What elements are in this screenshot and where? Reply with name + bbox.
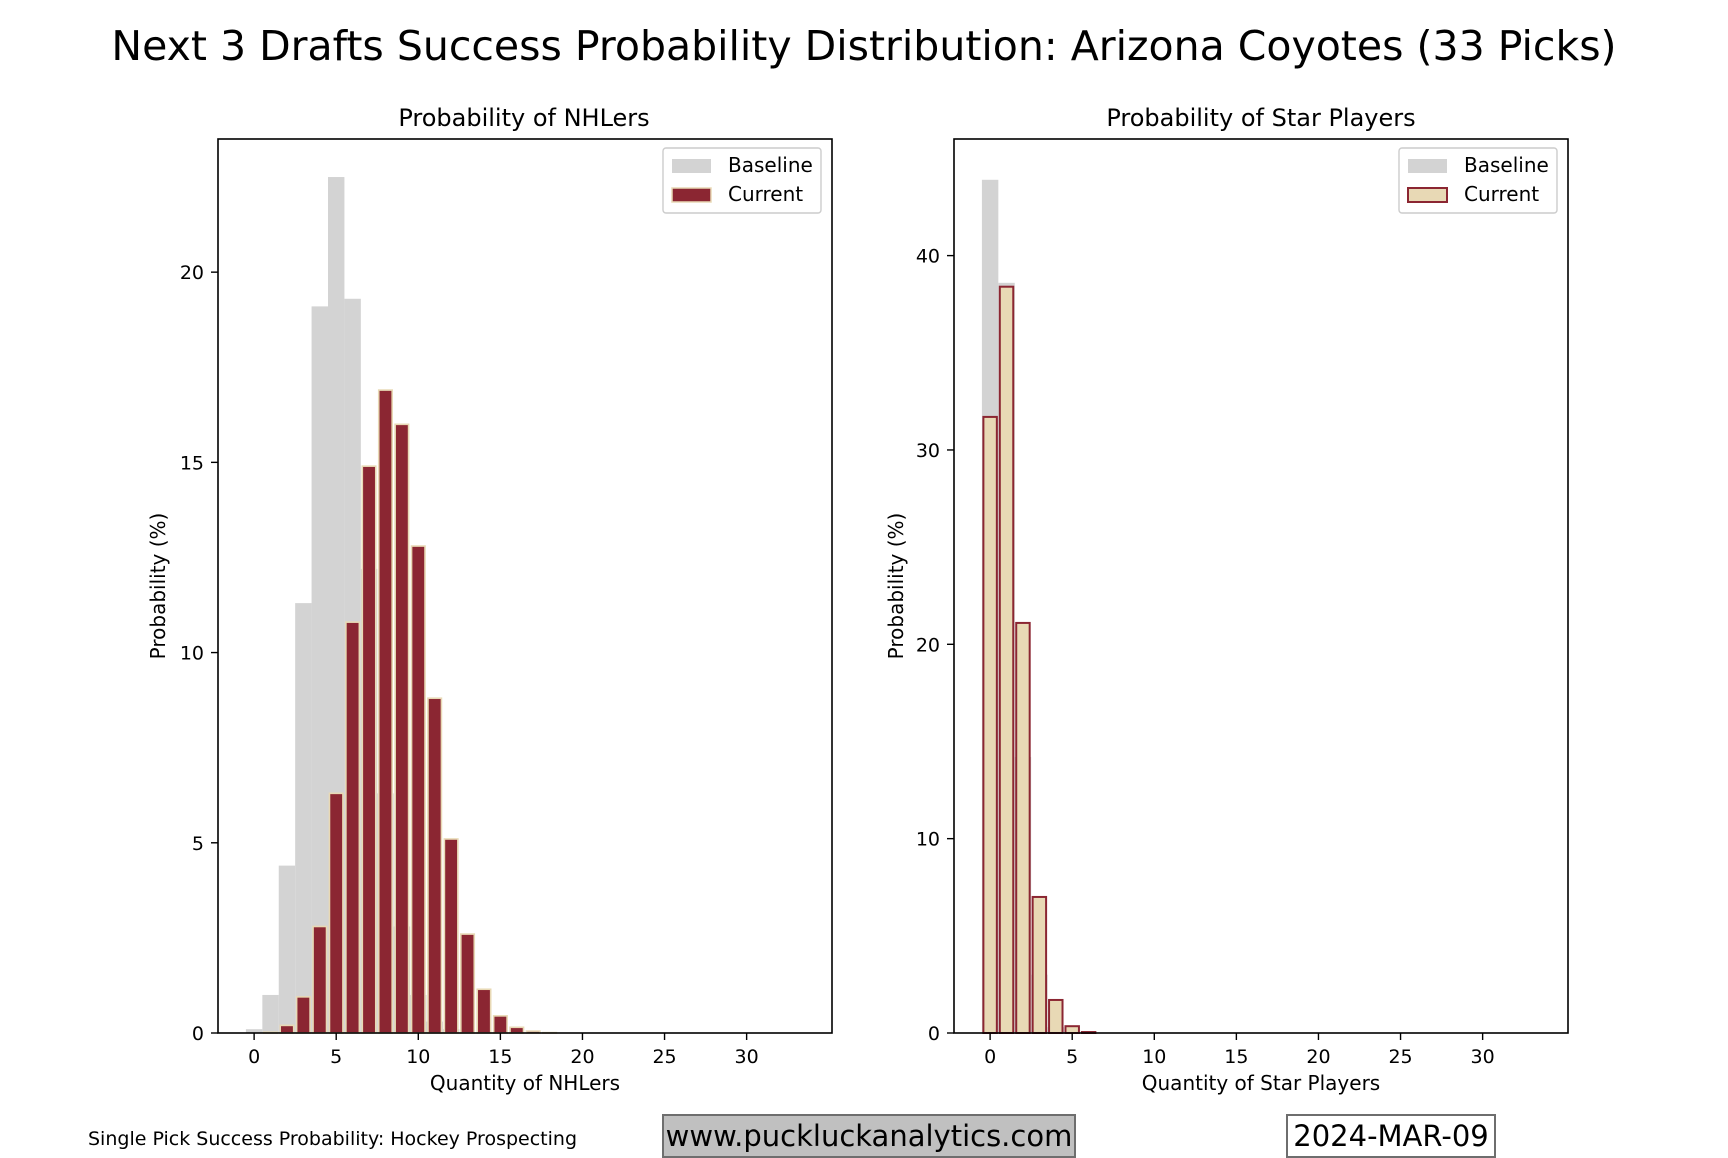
nhlers-subplot-title: Probability of NHLers (398, 104, 649, 132)
legend-baseline-swatch (672, 159, 711, 173)
nhlers-ytick-label: 20 (180, 262, 204, 284)
star-players-xlabel: Quantity of Star Players (1142, 1071, 1380, 1095)
nhlers-subplot: Probability of NHLers 0 5 10 15 20 25 30 0 5 10 15… (146, 104, 832, 1095)
nhlers-current-bar (477, 989, 490, 1033)
nhlers-baseline-bar (295, 603, 311, 1033)
star-players-legend: Baseline Current (1399, 148, 1557, 213)
nhlers-xlabel: Quantity of NHLers (430, 1071, 620, 1095)
nhlers-current-bar (412, 546, 425, 1033)
nhlers-current-bar (280, 1025, 293, 1033)
nhlers-xtick-label: 10 (406, 1046, 430, 1068)
star-players-xtick-label: 15 (1224, 1046, 1248, 1068)
legend-current-swatch (1408, 188, 1447, 202)
nhlers-xtick-label: 0 (248, 1046, 260, 1068)
star-players-xtick-label: 30 (1471, 1046, 1495, 1068)
source-note: Single Pick Success Probability: Hockey … (88, 1128, 577, 1150)
nhlers-xtick-label: 20 (570, 1046, 594, 1068)
website-box: www.puckluckanalytics.com (662, 1114, 1076, 1158)
nhlers-xtick-label: 15 (488, 1046, 512, 1068)
legend-current-swatch (672, 188, 711, 202)
nhlers-baseline-bar (262, 995, 278, 1033)
star-players-ytick-label: 40 (916, 246, 940, 268)
star-players-xtick-label: 5 (1066, 1046, 1078, 1068)
star-players-ytick-label: 0 (928, 1023, 940, 1045)
nhlers-current-bar (395, 424, 408, 1033)
nhlers-baseline-bar (279, 866, 295, 1033)
nhlers-ytick-label: 0 (192, 1023, 204, 1045)
nhlers-current-bar (494, 1016, 507, 1033)
star-players-current-bar (1033, 897, 1046, 1033)
star-players-current-bar (1065, 1026, 1078, 1033)
nhlers-legend: Baseline Current (663, 148, 821, 213)
nhlers-ytick-label: 10 (180, 643, 204, 665)
nhlers-current-bar (329, 793, 342, 1033)
star-players-ytick-label: 30 (916, 440, 940, 462)
star-players-xtick-label: 0 (984, 1046, 996, 1068)
star-players-subplot: Probability of Star Players 0 5 10 15 20 25 30… (884, 104, 1568, 1095)
star-players-subplot-title: Probability of Star Players (1106, 104, 1415, 132)
nhlers-current-bar (428, 698, 441, 1033)
star-players-xtick-label: 20 (1306, 1046, 1330, 1068)
nhlers-current-bar (313, 926, 326, 1033)
nhlers-current-bar (510, 1027, 523, 1033)
nhlers-current-bar (444, 839, 457, 1033)
star-players-current-bar (983, 417, 996, 1033)
nhlers-xtick-label: 30 (735, 1046, 759, 1068)
nhlers-baseline-bar (312, 306, 328, 1033)
star-players-xtick-label: 25 (1388, 1046, 1412, 1068)
nhlers-current-bar (362, 466, 375, 1033)
nhlers-current-bar (346, 622, 359, 1033)
star-players-xtick-label: 10 (1142, 1046, 1166, 1068)
legend-baseline-label: Baseline (1464, 153, 1549, 177)
nhlers-xtick-label: 25 (652, 1046, 676, 1068)
star-players-ylabel: Probability (%) (884, 513, 908, 660)
nhlers-current-bar (379, 390, 392, 1033)
date-box: 2024-MAR-09 (1286, 1114, 1496, 1158)
star-players-ytick-label: 10 (916, 829, 940, 851)
nhlers-current-bar (461, 934, 474, 1033)
legend-baseline-swatch (1408, 159, 1447, 173)
nhlers-xtick-label: 5 (330, 1046, 342, 1068)
star-players-current-bar (1000, 287, 1013, 1033)
star-players-current-bar (1049, 1000, 1062, 1033)
nhlers-ytick-label: 15 (180, 452, 204, 474)
legend-baseline-label: Baseline (728, 153, 813, 177)
nhlers-ytick-label: 5 (192, 833, 204, 855)
legend-current-label: Current (728, 182, 803, 206)
star-players-current-bar (1016, 623, 1029, 1033)
nhlers-ylabel: Probability (%) (146, 513, 170, 660)
legend-current-label: Current (1464, 182, 1539, 206)
nhlers-current-bar (297, 997, 310, 1033)
star-players-ytick-label: 20 (916, 634, 940, 656)
